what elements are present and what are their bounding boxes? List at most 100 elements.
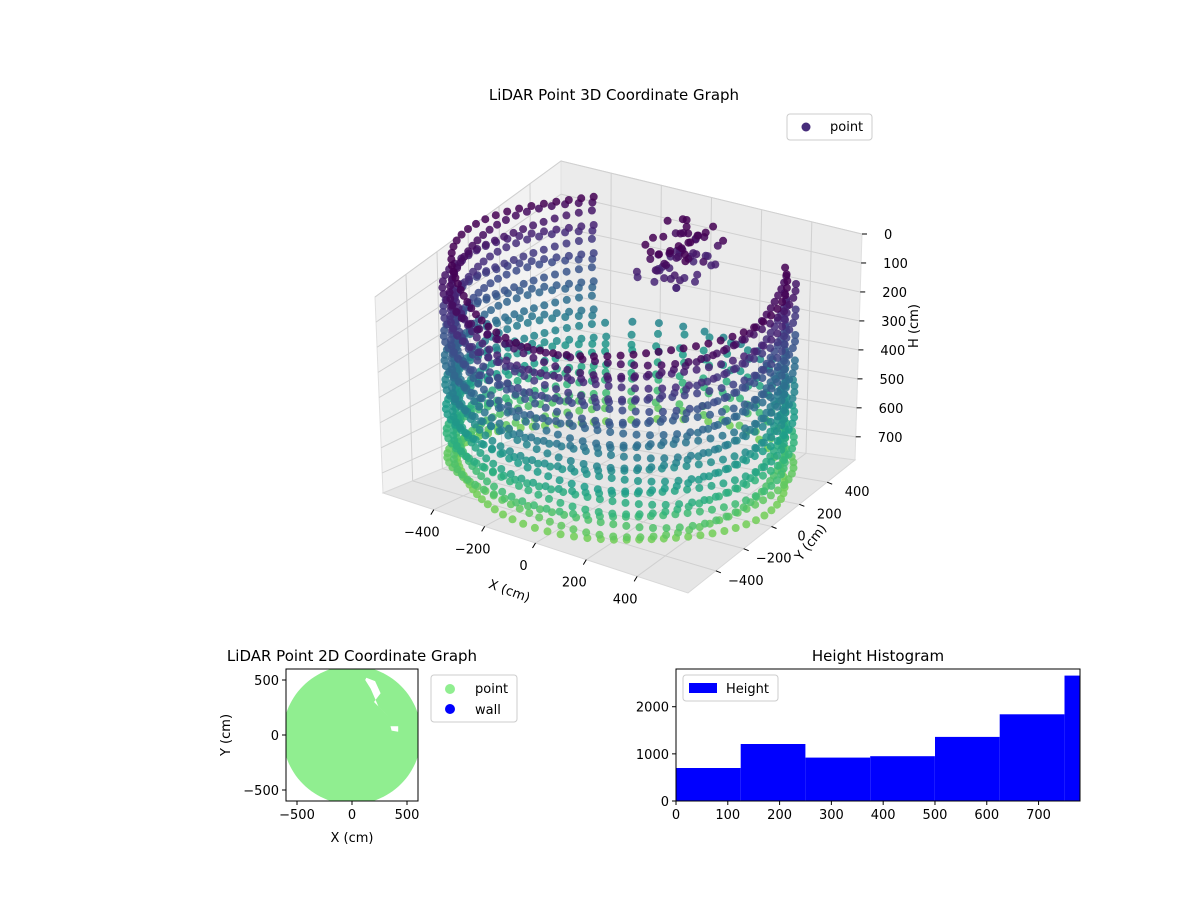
point-3d — [644, 384, 653, 393]
point-3d — [490, 505, 499, 514]
point-3d — [790, 381, 799, 390]
point-3d — [759, 414, 768, 423]
point-3d — [697, 355, 706, 363]
point-3d — [589, 249, 598, 258]
point-3d — [682, 216, 691, 224]
point-3d — [537, 391, 546, 400]
point-3d — [741, 448, 750, 457]
point-3d — [711, 260, 720, 269]
point-3d — [609, 520, 618, 529]
point-3d — [575, 406, 584, 415]
point-3d — [519, 519, 528, 528]
point-3d — [504, 401, 513, 410]
point-3d — [659, 232, 668, 241]
point-3d — [529, 353, 538, 362]
point-3d — [457, 470, 466, 479]
point-3d — [711, 492, 720, 501]
point-3d — [480, 284, 489, 292]
point-3d — [554, 453, 563, 462]
point-3d — [565, 411, 574, 420]
xtick-3d: 0 — [519, 559, 527, 574]
point-3d — [565, 419, 574, 427]
point-3d — [773, 304, 782, 313]
point-3d — [461, 429, 470, 438]
point-3d — [788, 419, 797, 428]
point-3d — [446, 281, 455, 290]
ticks-2d: −500−500 0 0 500 500 — [243, 674, 419, 823]
point-3d — [531, 399, 540, 408]
point-3d — [562, 295, 571, 304]
point-3d — [783, 276, 792, 285]
point-3d — [601, 318, 610, 327]
point-3d — [678, 350, 687, 359]
point-3d — [646, 454, 655, 463]
legend-marker-point-2d — [445, 684, 455, 694]
point-3d — [777, 470, 786, 479]
point-3d — [587, 291, 596, 300]
point-3d — [568, 487, 577, 496]
point-3d — [654, 329, 662, 338]
point-3d — [521, 433, 530, 442]
point-3d — [451, 395, 460, 403]
point-3d — [632, 418, 641, 427]
point-3d — [789, 432, 798, 441]
point-3d — [644, 370, 653, 379]
point-3d — [520, 334, 529, 343]
point-3d — [502, 356, 511, 365]
point-3d — [452, 418, 461, 427]
point-3d — [543, 527, 552, 536]
point-3d — [695, 484, 704, 492]
point-3d — [476, 394, 485, 403]
point-3d — [568, 502, 577, 511]
point-3d — [477, 417, 486, 426]
point-3d — [645, 408, 654, 416]
point-3d — [672, 253, 681, 262]
point-3d — [738, 335, 747, 344]
point-3d — [742, 496, 750, 505]
point-3d — [759, 317, 768, 326]
points-2d — [286, 669, 418, 801]
point-3d — [658, 414, 667, 423]
point-3d — [522, 440, 531, 449]
point-3d — [788, 394, 797, 403]
point-3d — [492, 328, 501, 337]
point-3d — [717, 360, 726, 369]
point-3d — [722, 512, 731, 521]
point-3d — [698, 425, 707, 434]
point-3d — [566, 441, 575, 450]
point-3d — [773, 451, 782, 460]
point-3d — [740, 400, 749, 409]
point-3d — [643, 361, 652, 370]
point-3d — [693, 231, 702, 240]
point-3d — [524, 365, 533, 374]
ztick-3d: 500 — [880, 373, 905, 388]
point-3d — [519, 225, 528, 234]
point-3d — [780, 332, 788, 341]
point-3d — [699, 257, 708, 266]
point-3d — [741, 472, 750, 481]
point-3d — [479, 231, 488, 239]
point-3d — [649, 532, 658, 541]
point-3d — [491, 263, 500, 272]
point-3d — [766, 417, 775, 426]
chart-title-3d: LiDAR Point 3D Coordinate Graph — [489, 86, 739, 104]
point-3d — [695, 507, 704, 516]
point-3d — [716, 336, 725, 345]
point-3d — [449, 267, 458, 276]
point-3d — [588, 283, 597, 292]
point-3d — [782, 283, 791, 292]
point-3d — [577, 278, 586, 287]
point-3d — [464, 320, 473, 329]
point-3d — [654, 319, 663, 328]
point-3d — [472, 219, 480, 228]
point-3d — [773, 313, 782, 322]
point-3d — [750, 395, 759, 404]
point-3d — [777, 347, 786, 356]
point-3d — [523, 343, 532, 351]
point-3d — [739, 431, 748, 440]
point-3d — [577, 374, 586, 383]
point-3d — [530, 331, 539, 340]
point-3d — [773, 353, 782, 362]
point-3d — [706, 410, 714, 419]
point-3d — [556, 498, 565, 507]
